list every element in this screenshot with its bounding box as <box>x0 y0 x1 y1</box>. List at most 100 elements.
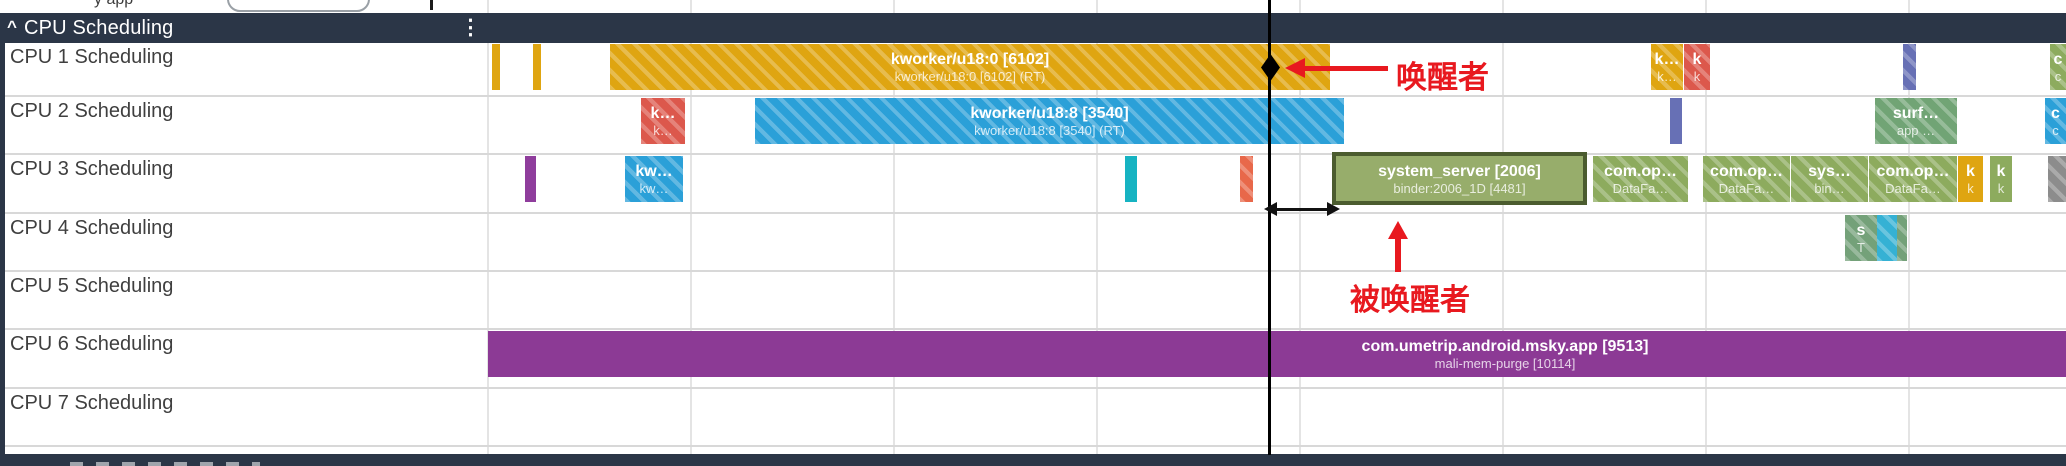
wakee-arrow-head-icon <box>1388 221 1408 239</box>
track-label: CPU 1 Scheduling <box>10 46 174 68</box>
slice-title: kw… <box>635 163 673 180</box>
slice-title: s <box>1856 222 1866 239</box>
slice-title: kworker/u18:0 [6102] <box>890 51 1050 68</box>
instant-event-diamond[interactable] <box>1261 54 1280 81</box>
slice-com-op-[interactable]: com.op… DataFa… <box>1703 156 1790 202</box>
track-row-cpu4[interactable]: CPU 4 Scheduling s T <box>0 214 2066 272</box>
latency-arrow-right-head <box>1327 202 1340 216</box>
gridline <box>1705 0 1707 455</box>
track-row-cpu6[interactable]: CPU 6 Scheduling com.umetrip.android.msky… <box>0 330 2066 389</box>
slice[interactable] <box>1877 215 1897 261</box>
slice-title: k <box>1996 163 2006 180</box>
slice[interactable] <box>1240 156 1253 202</box>
slice-subtitle: kworker/u18:8 [3540] (RT) <box>974 123 1125 138</box>
wakee-annotation: 被唤醒者 <box>1350 284 1470 317</box>
track-row-cpu5[interactable]: CPU 5 Scheduling <box>0 272 2066 330</box>
slice-title: k <box>1692 51 1702 68</box>
slice-k-[interactable]: k… k… <box>641 98 685 144</box>
track-label: CPU 6 Scheduling <box>10 333 174 355</box>
kebab-menu-icon[interactable]: ⋮ <box>460 16 481 39</box>
slice-subtitle: k <box>1967 181 1974 196</box>
waker-arrow-line <box>1303 66 1388 71</box>
track-label: CPU 3 Scheduling <box>10 158 174 180</box>
track-row-cpu7[interactable]: CPU 7 Scheduling <box>0 389 2066 447</box>
scrollbar-thumb[interactable] <box>227 0 370 12</box>
gridline <box>1096 0 1098 455</box>
slice[interactable] <box>533 44 541 90</box>
slice-subtitle: kworker/u18:0 [6102] (RT) <box>894 69 1046 84</box>
track-row-cpu2[interactable]: CPU 2 Scheduling k… k… kworker/u18:8 [3540]… <box>0 97 2066 155</box>
slice-system-server-2006-[interactable]: system_server [2006] binder:2006_1D [4481… <box>1332 152 1587 205</box>
latency-arrow-left-head <box>1264 202 1277 216</box>
track-label: CPU 7 Scheduling <box>10 392 174 414</box>
slice-subtitle: k <box>1997 181 2005 196</box>
slice-subtitle: app … <box>1896 123 1936 138</box>
track-label: CPU 2 Scheduling <box>10 100 174 122</box>
ruler-marker <box>430 0 433 10</box>
slice-subtitle: DataFa… <box>1885 181 1941 196</box>
slice-title: k <box>1966 163 1975 180</box>
slice[interactable] <box>525 156 536 202</box>
wakee-arrow-shaft <box>1395 237 1401 272</box>
gridline <box>893 0 895 455</box>
slice[interactable] <box>1670 98 1682 144</box>
next-group-header-clipped[interactable] <box>0 454 2066 466</box>
track-row-cpu1[interactable]: CPU 1 Scheduling kworker/u18:0 [6102] kwor… <box>0 43 2066 97</box>
slice-kworker-u18-8-3540-[interactable]: kworker/u18:8 [3540] kworker/u18:8 [3540]… <box>755 98 1344 144</box>
slice-title: system_server [2006] <box>1378 162 1541 180</box>
gridline <box>690 0 692 455</box>
slice-com-umetrip-android-msky-app-9513-[interactable]: com.umetrip.android.msky.app [9513] mali-… <box>488 331 2066 377</box>
slice-title: k… <box>650 105 676 122</box>
playhead-line <box>1268 0 1271 455</box>
waker-arrow-head-icon <box>1285 58 1305 78</box>
slice-title: kworker/u18:8 [3540] <box>970 105 1129 122</box>
slice[interactable] <box>1125 156 1137 202</box>
slice[interactable] <box>1903 44 1916 90</box>
slice-com-op-[interactable]: com.op… DataFa… <box>1593 156 1688 202</box>
slice-kworker-u18-0-6102-[interactable]: kworker/u18:0 [6102] kworker/u18:0 [6102]… <box>610 44 1330 90</box>
group-left-edge <box>0 43 5 455</box>
collapse-caret-icon[interactable]: ^ <box>7 17 17 36</box>
slice-title: com.op… <box>1876 163 1950 180</box>
slice-title: com.op… <box>1604 163 1677 180</box>
slice-title: c <box>2053 51 2063 68</box>
slice-title: com.umetrip.android.msky.app [9513] <box>1361 338 1649 355</box>
slice-title: com.op… <box>1710 163 1783 180</box>
gridline <box>487 0 489 455</box>
slice-subtitle: k… <box>1657 69 1677 84</box>
slice-title: sys… <box>1808 163 1851 180</box>
slice-title: k… <box>1654 51 1680 68</box>
track-group-header[interactable]: ^ CPU Scheduling ⋮ <box>0 13 2066 43</box>
slice-sys-[interactable]: sys… bin… <box>1791 156 1868 202</box>
slice-subtitle: bin… <box>1814 181 1845 196</box>
slice-kw-[interactable]: kw… kw… <box>625 156 683 202</box>
slice[interactable] <box>1897 215 1907 261</box>
slice-subtitle: k… <box>653 123 673 138</box>
slice-k-[interactable]: k… k… <box>1651 44 1683 90</box>
track-label: CPU 5 Scheduling <box>10 275 174 297</box>
gridline <box>1502 0 1504 455</box>
track-label: CPU 4 Scheduling <box>10 217 174 239</box>
slice-surf-[interactable]: surf… app … <box>1875 98 1957 144</box>
slice[interactable] <box>2048 156 2066 202</box>
track-row-cpu3[interactable]: CPU 3 Scheduling kw… kw… system_server [200… <box>0 152 2066 214</box>
latency-arrow-line <box>1275 208 1329 211</box>
slice-title: c <box>2051 105 2060 122</box>
clipped-glyph-tops <box>70 462 260 466</box>
slice-subtitle: c <box>2052 123 2059 138</box>
slice[interactable] <box>492 44 500 90</box>
slice-subtitle: binder:2006_1D [4481] <box>1393 180 1526 196</box>
slice-label: com.umetrip.android.msky.app [9513] mali-… <box>1362 331 1649 377</box>
slice-com-op-[interactable]: com.op… DataFa… <box>1869 156 1957 202</box>
clipped-toolbar-strip: y app <box>0 0 2066 13</box>
slice-subtitle: c <box>2054 69 2062 84</box>
slice-subtitle: T <box>1857 240 1865 255</box>
gridline <box>1908 0 1910 455</box>
